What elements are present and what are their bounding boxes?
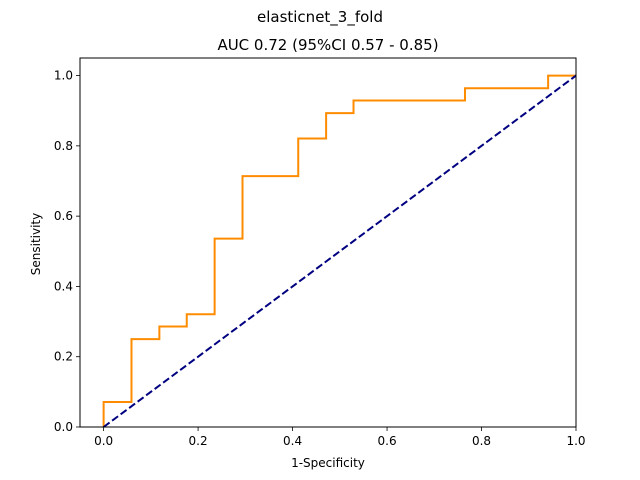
axes-frame: [79, 57, 577, 428]
y-axis: 0.0 0.2 0.4 0.6 0.8 1.0: [54, 69, 80, 434]
y-tick-label: 0.0: [54, 420, 73, 434]
plot-area: [102, 74, 577, 428]
y-tick-label: 1.0: [54, 69, 73, 83]
x-tick-label: 0.8: [472, 434, 491, 448]
y-tick-label: 0.2: [54, 350, 73, 364]
roc-curve-line: [102, 74, 576, 427]
x-tick-label: 0.2: [189, 434, 208, 448]
y-tick-label: 0.4: [54, 279, 73, 293]
y-tick-label: 0.8: [54, 139, 73, 153]
x-tick-label: 1.0: [566, 434, 585, 448]
x-tick-label: 0.6: [378, 434, 397, 448]
x-tick-label: 0.0: [94, 434, 113, 448]
x-axis: 0.0 0.2 0.4 0.6 0.8 1.0: [94, 427, 586, 448]
chance-diagonal-line: [103, 74, 577, 428]
x-axis-label: 1-Specificity: [291, 456, 365, 470]
y-axis-label: Sensitivity: [29, 213, 43, 275]
chart-suptitle: elasticnet_3_fold: [257, 8, 383, 27]
chart-title: AUC 0.72 (95%CI 0.57 - 0.85): [217, 36, 438, 54]
x-tick-label: 0.4: [283, 434, 302, 448]
y-tick-label: 0.6: [54, 209, 73, 223]
